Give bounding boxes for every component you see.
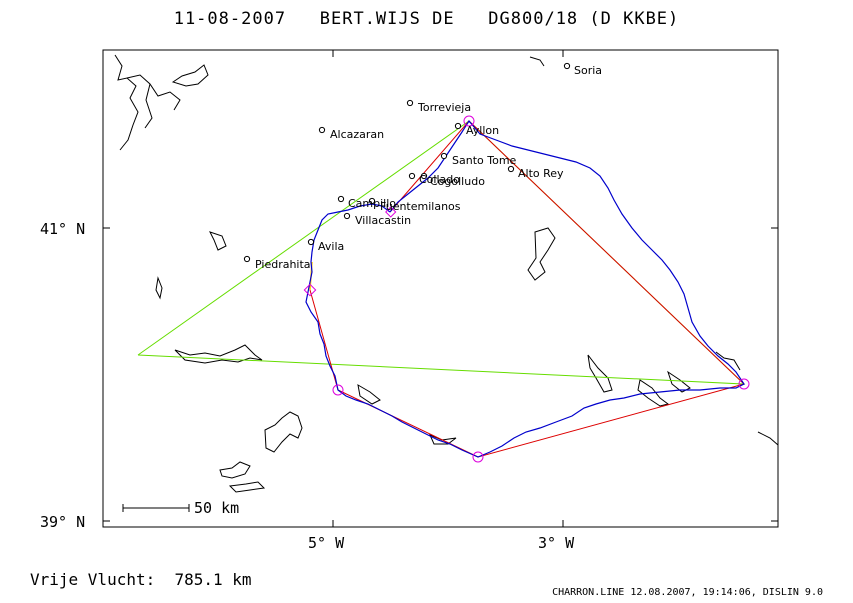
terrain-outlines (114, 54, 779, 493)
place-label: Torrevieja (417, 101, 471, 114)
lat-label-41: 41° N (40, 220, 85, 238)
turnpoint-ayllon (463, 115, 475, 127)
place-label: Avila (318, 240, 344, 253)
gps-track (305, 119, 745, 458)
lon-label-5w: 5° W (308, 534, 345, 552)
finish-point (385, 206, 397, 218)
place-label: Campillo (348, 197, 396, 210)
river-outline-nw (114, 54, 139, 151)
axis-ticks (103, 50, 778, 527)
scale-bar: 50 km (122, 499, 239, 517)
place-label: Soria (574, 64, 602, 77)
turnpoints (303, 115, 750, 463)
place-label: Cogolludo (430, 175, 485, 188)
place-label: Fuentemilanos (380, 200, 461, 213)
generator-info: CHARRON.LINE 12.08.2007, 19:14:06, DISLI… (552, 587, 823, 598)
start-point (303, 283, 317, 297)
lon-label-3w: 3° W (538, 534, 575, 552)
map-frame (102, 49, 779, 528)
reservoir-southwest (264, 411, 303, 453)
lat-label-39: 39° N (40, 513, 85, 531)
place-label: Villacastin (355, 214, 411, 227)
reservoir-east (527, 227, 556, 281)
place-label: Collado (419, 173, 460, 186)
free-flight-distance: Vrije Vlucht: 785.1 km (30, 570, 252, 589)
map-title: 11-08-2007 BERT.WIJS DE DG800/18 (D KKBE… (173, 9, 680, 29)
optimized-route-line (137, 120, 746, 385)
turnpoint-south (472, 451, 484, 463)
turnpoint-east (738, 378, 750, 390)
place-labels: Soria Torrevieja Ayllon Alcazaran Santo … (255, 64, 602, 271)
place-label: Santo Tome (452, 154, 517, 167)
place-markers (243, 62, 571, 263)
place-label: Alto Rey (518, 167, 564, 180)
place-label: Piedrahita (255, 258, 311, 271)
scale-bar-label: 50 km (194, 499, 239, 517)
turnpoint-southwest (332, 384, 344, 396)
reservoir-west (174, 344, 263, 364)
place-label: Alcazaran (330, 128, 384, 141)
place-label: Ayllon (466, 124, 499, 137)
